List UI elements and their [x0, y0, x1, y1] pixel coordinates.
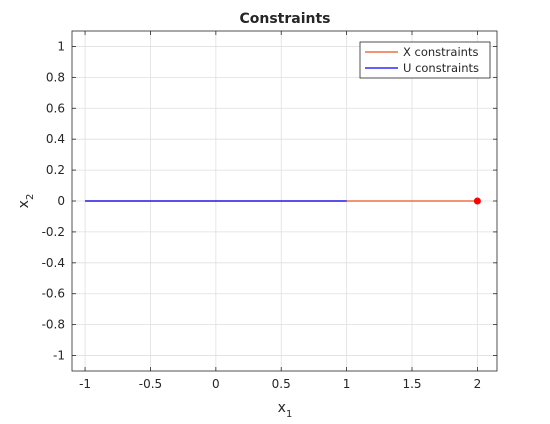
y-tick-label: -0.6: [42, 287, 65, 301]
x-tick-label: 0.5: [272, 377, 291, 391]
y-tick-label: 0.8: [46, 70, 65, 84]
y-axis-label: x2: [16, 194, 36, 209]
y-tick-label: -0.8: [42, 318, 65, 332]
y-tick-label: 0.4: [46, 132, 65, 146]
x-axis-label: x1: [278, 400, 293, 420]
y-tick-label: 1: [57, 39, 65, 53]
x-tick-label: 2: [474, 377, 482, 391]
x-axis-label-base: x: [278, 400, 286, 416]
y-tick-label: -0.4: [42, 256, 65, 270]
ticks: -1 -0.5 0 0.5 1 1.5 2 1 0.8 0.6 0.4 0.2 0 -0.2 -0.4 -0.…: [42, 31, 497, 391]
chart-title: Constraints: [239, 11, 330, 27]
y-tick-label: -0.2: [42, 225, 65, 239]
legend: X constraints U constraints: [359, 41, 491, 79]
y-axis-label-base: x: [16, 200, 32, 208]
y-tick-label: 0: [57, 194, 65, 208]
x-tick-label: -0.5: [139, 377, 162, 391]
x-axis-label-subscript: 1: [286, 409, 292, 420]
x-tick-label: -1: [79, 377, 91, 391]
data-point: [473, 197, 481, 205]
y-axis-label-subscript: 2: [25, 194, 36, 200]
x-tick-label: 0: [212, 377, 220, 391]
y-tick-label: -1: [53, 349, 65, 363]
x-tick-label: 1: [343, 377, 351, 391]
series-layer: [85, 197, 481, 205]
legend-box: [359, 41, 491, 79]
y-tick-label: 0.2: [46, 163, 65, 177]
x-tick-label: 1.5: [402, 377, 421, 391]
legend-label-0: X constraints: [403, 45, 478, 59]
legend-label-1: U constraints: [403, 61, 479, 75]
y-tick-label: 0.6: [46, 101, 65, 115]
